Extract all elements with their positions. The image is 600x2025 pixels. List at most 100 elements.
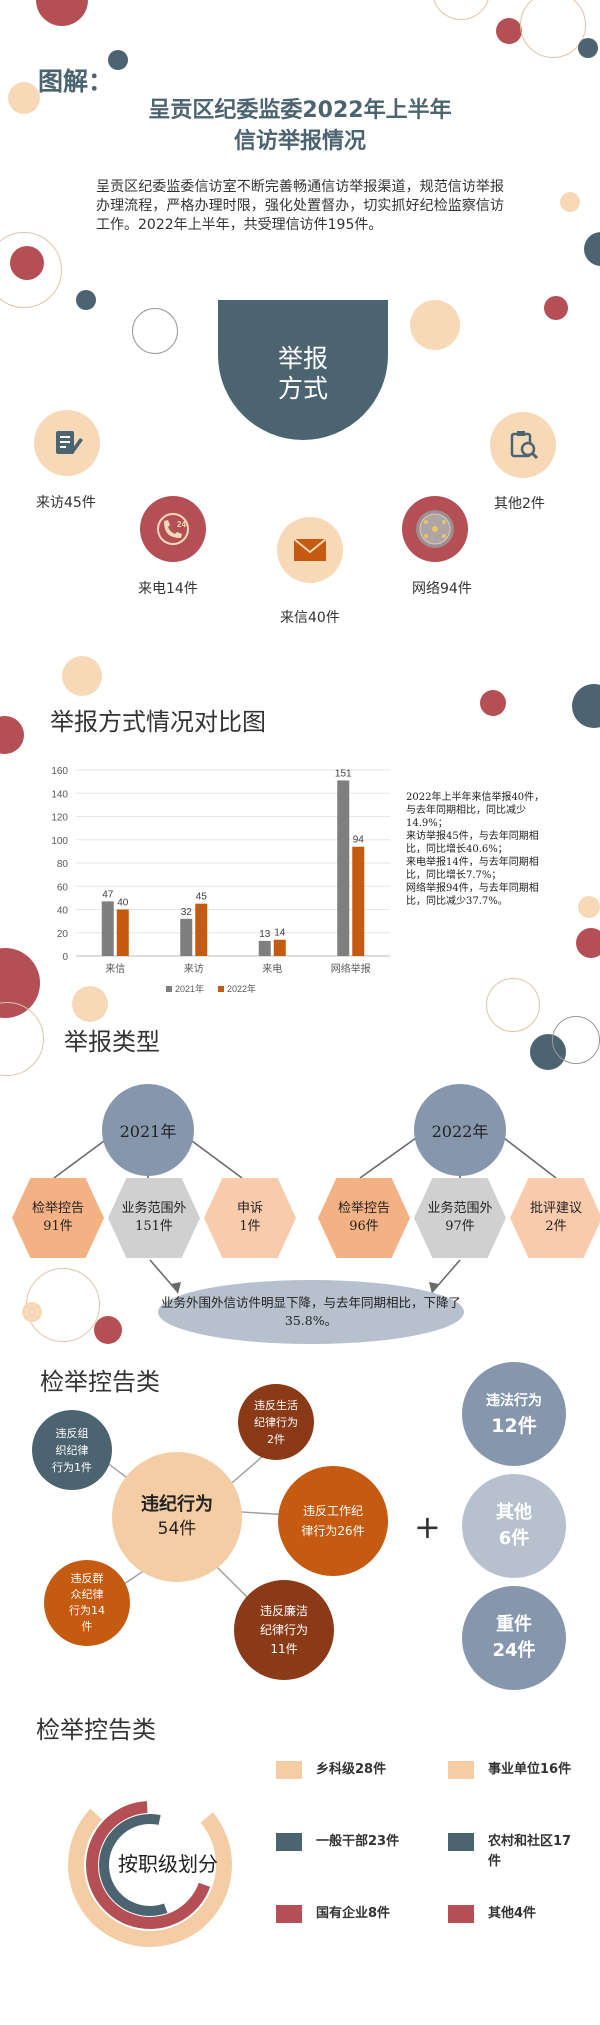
y-tick-label: 100 — [51, 836, 68, 847]
bub-line: 律行为26件 — [301, 1524, 365, 1538]
legend-label: 一般干部23件 — [316, 1834, 400, 1849]
decor-ring — [432, 0, 490, 20]
bub-line: 违反组 — [55, 1426, 89, 1440]
x-tick-label: 网络举报 — [331, 962, 371, 975]
hex-count: 1件 — [239, 1219, 261, 1234]
y-tick-label: 0 — [62, 952, 68, 963]
hex-name: 业务范围外 — [427, 1201, 493, 1216]
bar — [352, 846, 365, 956]
sub-integrity-discipline: 违反廉洁 纪律行为 11件 — [234, 1580, 334, 1680]
phone-24-icon: 24 — [140, 496, 206, 562]
decor-dot — [94, 1316, 122, 1344]
type-2022-accusation: 检举控告 96件 — [318, 1178, 410, 1258]
note-phone: 来电举报14件，与去年同期相比，同比增长7.7%； — [406, 857, 539, 881]
level-title: 检举控告类 — [36, 1716, 156, 1744]
duplicate-bubble: 重件 24件 — [462, 1586, 566, 1690]
decor-dot — [76, 290, 96, 310]
hex-count: 91件 — [43, 1219, 73, 1234]
decor-dot — [578, 38, 598, 58]
decor-ring — [0, 1002, 44, 1076]
type-2021-out-of-scope: 业务范围外 151件 — [108, 1178, 200, 1258]
accusation-title: 检举控告类 — [40, 1368, 160, 1396]
legend-swatch — [276, 1833, 302, 1851]
hex-count: 2件 — [545, 1219, 567, 1234]
decor-dot — [496, 18, 522, 44]
types-summary: 业务外围外信访件明显下降，与去年同期相比，下降了35.8%。 — [158, 1280, 464, 1344]
violation-center-bubble: 违纪行为 54件 — [112, 1452, 242, 1582]
legend-label: 2022年 — [227, 983, 256, 994]
legend-swatch — [448, 1761, 474, 1779]
hex-count: 96件 — [349, 1219, 379, 1234]
bub-line: 6件 — [498, 1528, 530, 1549]
bub-line: 众纪律 — [70, 1588, 104, 1601]
bub-line: 其他 — [496, 1502, 532, 1523]
data-label: 94 — [353, 835, 365, 846]
bar — [337, 780, 350, 956]
legend-swatch — [276, 1761, 302, 1779]
bub-line: 行为1件 — [52, 1460, 92, 1474]
bub-line: 12件 — [491, 1415, 537, 1437]
data-label: 32 — [181, 907, 193, 918]
decor-dot — [72, 986, 108, 1022]
bub-line: 件 — [81, 1620, 93, 1633]
bub-line: 违反廉洁 — [259, 1603, 308, 1618]
year-2021-circle: 2021年 — [102, 1084, 194, 1176]
note-letter: 2022年上半年来信举报40件，与去年同期相比，同比减少14.9%； — [406, 792, 545, 829]
method-online-label: 网络94件 — [412, 581, 472, 597]
illegal-acts-bubble: 违法行为 12件 — [462, 1362, 566, 1466]
bar — [101, 901, 114, 956]
decor-dot — [36, 0, 88, 26]
decor-dot — [108, 50, 128, 70]
year-2022-circle: 2022年 — [414, 1084, 506, 1176]
x-tick-label: 来电 — [262, 962, 282, 975]
decor-ring — [132, 308, 178, 354]
center-line2: 54件 — [157, 1519, 197, 1539]
decor-ring — [520, 0, 586, 58]
note-online: 网络举报94件，与去年同期相比，同比减少37.7%。 — [406, 883, 539, 907]
decor-dot — [544, 296, 568, 320]
data-label: 47 — [102, 889, 114, 900]
type-2022-suggestion: 批评建议 2件 — [510, 1178, 600, 1258]
decor-ring — [552, 1016, 600, 1064]
comparison-title: 举报方式情况对比图 — [50, 708, 266, 736]
svg-text:24: 24 — [177, 520, 186, 529]
legend-swatch — [448, 1833, 474, 1851]
decor-dot — [560, 192, 580, 212]
x-tick-label: 来信 — [105, 963, 125, 975]
bub-line: 织纪律 — [55, 1443, 89, 1457]
method-phone-label: 来电14件 — [138, 581, 198, 597]
note-visit: 来访举报45件，与去年同期相比，同比增长40.6%； — [406, 831, 539, 855]
bub-line: 24件 — [492, 1640, 536, 1661]
other-bubble: 其他 6件 — [462, 1474, 566, 1578]
bar — [258, 940, 271, 956]
bub-line: 2件 — [267, 1432, 285, 1446]
envelope-icon — [277, 517, 343, 583]
legend-village: 农村和社区17件 — [448, 1832, 576, 1872]
data-label: 45 — [196, 892, 208, 903]
legend-other: 其他4件 — [448, 1904, 536, 1924]
hex-count: 151件 — [135, 1219, 173, 1234]
legend-label: 事业单位16件 — [488, 1762, 572, 1777]
y-tick-label: 60 — [57, 882, 69, 893]
clipboard-search-icon — [490, 412, 556, 478]
bub-line: 违反工作纪 — [302, 1504, 363, 1518]
data-label: 14 — [274, 928, 286, 939]
bar — [273, 939, 286, 956]
globe-icon — [402, 496, 468, 562]
bub-line: 违法行为 — [486, 1393, 542, 1409]
legend-swatch — [448, 1905, 474, 1923]
legend-swatch — [218, 986, 224, 992]
y-tick-label: 140 — [51, 789, 68, 800]
hex-name: 申诉 — [236, 1201, 263, 1216]
hex-name: 业务范围外 — [121, 1201, 187, 1216]
type-2021-appeal: 申诉 1件 — [204, 1178, 296, 1258]
bub-line: 重件 — [496, 1614, 532, 1635]
header-tag: 图解： — [38, 67, 114, 96]
decor-dot — [576, 928, 600, 958]
level-center-label: 按职级划分 — [118, 1852, 218, 1876]
sub-work-discipline: 违反工作纪律行为26件 — [278, 1466, 388, 1576]
bub-line: 行为14 — [69, 1604, 105, 1617]
methods-badge: 举报 方式 — [218, 300, 388, 440]
legend-soe: 国有企业8件 — [276, 1904, 390, 1924]
